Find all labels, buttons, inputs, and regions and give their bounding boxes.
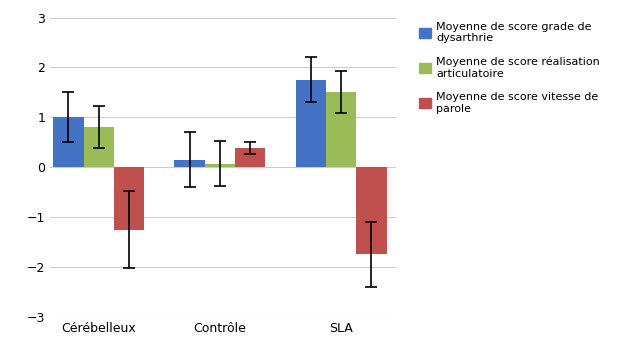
Bar bbox=[235, 148, 266, 167]
Bar bbox=[296, 80, 326, 167]
Bar bbox=[356, 167, 387, 254]
Bar bbox=[175, 160, 205, 167]
Bar bbox=[84, 127, 114, 167]
Legend: Moyenne de score grade de
dysarthrie, Moyenne de score réalisation
articulatoire: Moyenne de score grade de dysarthrie, Mo… bbox=[415, 17, 604, 118]
Bar bbox=[53, 117, 84, 167]
Bar bbox=[205, 164, 235, 167]
Bar bbox=[326, 92, 356, 167]
Bar bbox=[114, 167, 144, 230]
